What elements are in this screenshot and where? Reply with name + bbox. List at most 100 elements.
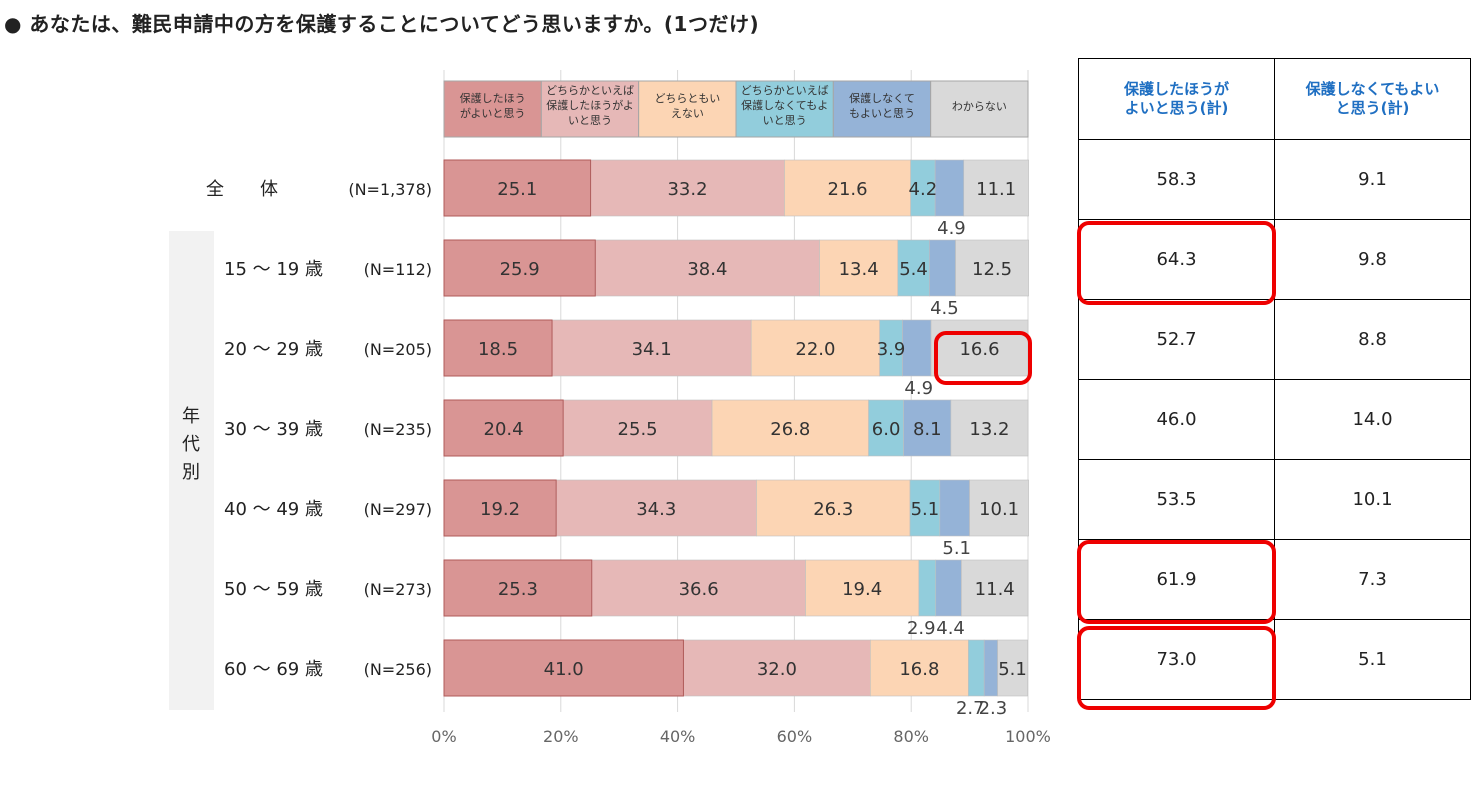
- bar-row: [443, 559, 1029, 617]
- data-label: 21.6: [828, 179, 868, 200]
- bar-segment: [930, 319, 1029, 377]
- bar-segment: [961, 559, 1029, 617]
- n-label: (N=235): [364, 420, 432, 439]
- bar-segment: [443, 639, 684, 697]
- bar-row: [443, 159, 1029, 217]
- page-title: ● あなたは、難民申請中の方を保護することについてどう思いますか。(1つだけ): [4, 12, 760, 36]
- bar-segment: [909, 479, 941, 537]
- bar-segment: [997, 639, 1028, 697]
- bar-segment: [950, 399, 1029, 457]
- data-label: 2.3: [979, 698, 1008, 719]
- data-label: 25.3: [498, 579, 538, 600]
- bar-segment: [983, 639, 998, 697]
- summary-header-protect: 保護したほうが よいと思う(計): [1078, 58, 1275, 140]
- bar-segment: [929, 239, 956, 297]
- bar-row: [443, 399, 1029, 457]
- bar-segment: [711, 399, 869, 457]
- data-label: 2.7: [956, 698, 985, 719]
- data-label: 11.4: [975, 579, 1015, 600]
- bar-segment: [897, 239, 930, 297]
- bar-segment: [551, 319, 752, 377]
- bar-segment: [443, 319, 553, 377]
- data-label: 25.5: [618, 419, 658, 440]
- data-label: 20.4: [484, 419, 524, 440]
- bar-segment-outline: [443, 159, 592, 217]
- highlight-box-20-29-unknown: [934, 331, 1032, 385]
- summary-table: 保護したほうが よいと思う(計) 保護しなくてもよい と思う(計) 58.3 9.…: [1078, 58, 1471, 700]
- data-label: 4.9: [937, 218, 966, 239]
- x-tick-label: 80%: [893, 727, 929, 746]
- table-row: 53.5 10.1: [1078, 459, 1471, 540]
- bar-segment: [562, 399, 713, 457]
- legend-label: どちらともいえない: [654, 92, 720, 120]
- highlight-box-50-59-total: [1077, 540, 1276, 624]
- data-label: 19.2: [480, 499, 520, 520]
- summary-cell: 8.8: [1274, 299, 1471, 380]
- highlight-box-15-19-total: [1077, 221, 1276, 305]
- data-label: 26.8: [770, 419, 810, 440]
- bar-segment: [819, 239, 899, 297]
- bar-segment: [443, 239, 596, 297]
- category-label: 全 体: [206, 179, 278, 200]
- legend-label: どちらかといえば保護したほうがよいと思う: [546, 84, 634, 127]
- legend-label: 保護しなくてもよいと思う: [849, 91, 915, 120]
- data-label: 26.3: [813, 499, 853, 520]
- highlight-box-60-69-total: [1077, 626, 1276, 710]
- x-tick-label: 60%: [777, 727, 813, 746]
- legend-label: 保護したほうがよいと思う: [460, 91, 526, 120]
- bar-segment: [955, 239, 1029, 297]
- data-label: 4.2: [909, 179, 938, 200]
- data-label: 22.0: [795, 339, 835, 360]
- data-label: 3.9: [877, 339, 906, 360]
- group-label: 年代別: [182, 406, 200, 483]
- group-label-char: 代: [182, 434, 200, 455]
- legend-swatch: [735, 80, 834, 138]
- summary-cell: 64.3: [1078, 219, 1275, 300]
- n-label: (N=205): [364, 340, 432, 359]
- data-label: 33.2: [667, 179, 707, 200]
- bar-segment-outline: [443, 559, 593, 617]
- category-label: 50 ～ 59 歳: [224, 579, 323, 600]
- x-tick-label: 0%: [431, 727, 456, 746]
- data-label: 12.5: [972, 259, 1012, 280]
- summary-cell: 58.3: [1078, 139, 1275, 220]
- data-label: 5.1: [942, 538, 971, 559]
- legend-swatch: [930, 80, 1029, 138]
- bar-segment-outline: [443, 639, 684, 697]
- summary-cell: 5.1: [1274, 619, 1471, 700]
- table-row: 64.3 9.8: [1078, 219, 1471, 300]
- data-label: 2.9: [907, 618, 936, 639]
- bar-segment: [939, 479, 970, 537]
- data-label: 4.4: [936, 618, 965, 639]
- bar-segment: [805, 559, 920, 617]
- stacked-bar-chart: 年代別 保護したほうがよいと思うどちらかといえば保護したほうがよいと思うどちらと…: [169, 70, 1051, 746]
- legend-label: どちらかといえば保護しなくてもよいと思う: [741, 84, 829, 127]
- bar-segment: [683, 639, 871, 697]
- data-label: 38.4: [687, 259, 727, 280]
- data-label: 5.1: [911, 499, 940, 520]
- summary-cell: 9.1: [1274, 139, 1471, 220]
- table-row: 46.0 14.0: [1078, 379, 1471, 460]
- group-label-char: 年: [182, 406, 200, 427]
- n-label: (N=256): [364, 660, 432, 679]
- category-label: 40 ～ 49 歳: [224, 499, 323, 520]
- summary-cell: 14.0: [1274, 379, 1471, 460]
- data-label: 16.8: [899, 659, 939, 680]
- data-label: 34.3: [636, 499, 676, 520]
- bar-segment: [868, 399, 904, 457]
- data-label: 18.5: [478, 339, 518, 360]
- bar-segment: [918, 559, 937, 617]
- bar-segment: [443, 159, 591, 217]
- n-label: (N=1,378): [348, 180, 432, 199]
- bar-segment: [903, 399, 952, 457]
- bar-segment: [555, 479, 757, 537]
- data-label: 34.1: [632, 339, 672, 360]
- bar-segment: [902, 319, 932, 377]
- bar-segment-outline: [443, 239, 596, 297]
- legend-swatch: [443, 80, 542, 138]
- bar-row: [443, 239, 1029, 297]
- data-label: 13.4: [839, 259, 879, 280]
- summary-cell: 46.0: [1078, 379, 1275, 460]
- data-label: 8.1: [913, 419, 942, 440]
- data-label: 25.1: [497, 179, 537, 200]
